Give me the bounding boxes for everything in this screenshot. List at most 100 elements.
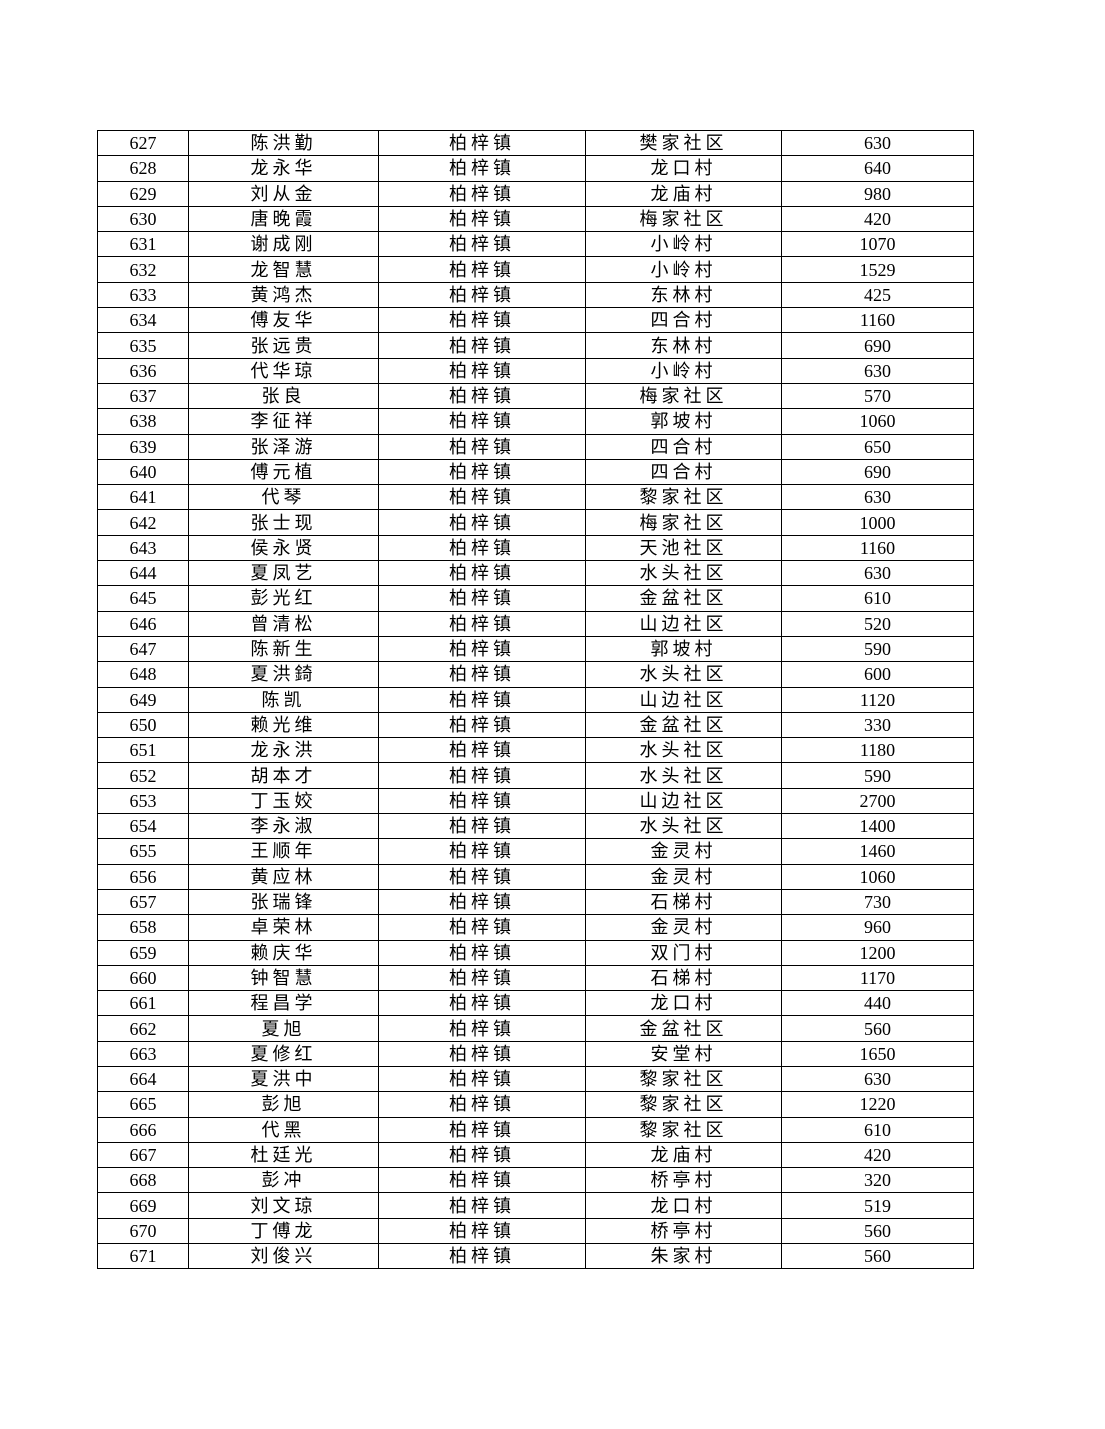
- person-name-cell: 傅友华: [188, 307, 379, 334]
- village-cell: 水头社区: [585, 661, 782, 688]
- village-cell: 天池社区: [585, 534, 782, 562]
- row-number-cell: 642: [97, 509, 189, 536]
- person-name-cell: 龙永洪: [188, 737, 379, 764]
- row-number-cell: 638: [97, 408, 189, 435]
- person-name-cell: 张瑞锋: [188, 888, 379, 916]
- person-name-cell: 龙智慧: [188, 256, 379, 283]
- village-cell: 龙庙村: [585, 180, 782, 207]
- village-cell: 黎家社区: [585, 1116, 782, 1143]
- row-number-cell: 664: [97, 1065, 189, 1093]
- row-number-cell: 651: [97, 737, 189, 764]
- amount-cell: 610: [781, 1116, 974, 1143]
- town-cell: 柏梓镇: [378, 231, 586, 258]
- row-number-cell: 671: [97, 1243, 189, 1270]
- town-cell: 柏梓镇: [378, 382, 586, 410]
- table-row: 628 龙永华 柏梓镇 龙口村 640: [97, 155, 974, 182]
- town-cell: 柏梓镇: [378, 635, 586, 663]
- row-number-cell: 641: [97, 484, 189, 511]
- table-row: 664 夏洪中 柏梓镇 黎家社区 630: [97, 1065, 974, 1093]
- row-number-cell: 635: [97, 332, 189, 359]
- village-cell: 桥亭村: [585, 1167, 782, 1194]
- town-cell: 柏梓镇: [378, 1217, 586, 1245]
- village-cell: 金灵村: [585, 863, 782, 890]
- amount-cell: 425: [781, 281, 974, 309]
- table-row: 642 张士现 柏梓镇 梅家社区 1000: [97, 509, 974, 536]
- table-row: 645 彭光红 柏梓镇 金盆社区 610: [97, 585, 974, 612]
- town-cell: 柏梓镇: [378, 1015, 586, 1042]
- town-cell: 柏梓镇: [378, 205, 586, 233]
- table-row: 656 黄应林 柏梓镇 金灵村 1060: [97, 863, 974, 890]
- person-name-cell: 张士现: [188, 509, 379, 536]
- amount-cell: 519: [781, 1192, 974, 1219]
- person-name-cell: 赖庆华: [188, 939, 379, 966]
- person-name-cell: 夏洪中: [188, 1065, 379, 1093]
- person-name-cell: 王顺年: [188, 838, 379, 865]
- table-row: 646 曾清松 柏梓镇 山边社区 520: [97, 610, 974, 637]
- table-row: 633 黄鸿杰 柏梓镇 东林村 425: [97, 281, 974, 309]
- amount-cell: 980: [781, 180, 974, 207]
- row-number-cell: 662: [97, 1015, 189, 1042]
- village-cell: 山边社区: [585, 787, 782, 815]
- row-number-cell: 650: [97, 711, 189, 739]
- village-cell: 郭坡村: [585, 408, 782, 435]
- amount-cell: 1120: [781, 686, 974, 713]
- amount-cell: 690: [781, 332, 974, 359]
- person-name-cell: 夏洪錡: [188, 661, 379, 688]
- town-cell: 柏梓镇: [378, 534, 586, 562]
- town-cell: 柏梓镇: [378, 484, 586, 511]
- row-number-cell: 655: [97, 838, 189, 865]
- amount-cell: 420: [781, 1141, 974, 1169]
- row-number-cell: 630: [97, 205, 189, 233]
- village-cell: 梅家社区: [585, 382, 782, 410]
- table-row: 630 唐晚霞 柏梓镇 梅家社区 420: [97, 205, 974, 233]
- town-cell: 柏梓镇: [378, 155, 586, 182]
- amount-cell: 600: [781, 661, 974, 688]
- table-row: 668 彭冲 柏梓镇 桥亭村 320: [97, 1167, 974, 1194]
- person-name-cell: 彭冲: [188, 1167, 379, 1194]
- row-number-cell: 629: [97, 180, 189, 207]
- person-name-cell: 胡本才: [188, 762, 379, 789]
- town-cell: 柏梓镇: [378, 509, 586, 536]
- row-number-cell: 654: [97, 813, 189, 840]
- town-cell: 柏梓镇: [378, 888, 586, 916]
- row-number-cell: 647: [97, 635, 189, 663]
- person-name-cell: 黄应林: [188, 863, 379, 890]
- row-number-cell: 643: [97, 534, 189, 562]
- row-number-cell: 648: [97, 661, 189, 688]
- row-number-cell: 667: [97, 1141, 189, 1169]
- person-name-cell: 陈洪勤: [188, 129, 379, 157]
- village-cell: 黎家社区: [585, 484, 782, 511]
- amount-cell: 1650: [781, 1040, 974, 1067]
- person-name-cell: 李征祥: [188, 408, 379, 435]
- amount-cell: 630: [781, 129, 974, 157]
- town-cell: 柏梓镇: [378, 661, 586, 688]
- amount-cell: 2700: [781, 787, 974, 815]
- town-cell: 柏梓镇: [378, 914, 586, 941]
- table-row: 669 刘文琼 柏梓镇 龙口村 519: [97, 1192, 974, 1219]
- row-number-cell: 634: [97, 307, 189, 334]
- amount-cell: 1220: [781, 1091, 974, 1118]
- village-cell: 金灵村: [585, 914, 782, 941]
- person-name-cell: 丁玉姣: [188, 787, 379, 815]
- row-number-cell: 633: [97, 281, 189, 309]
- amount-cell: 1170: [781, 964, 974, 992]
- amount-cell: 1070: [781, 231, 974, 258]
- amount-cell: 690: [781, 458, 974, 486]
- person-name-cell: 张良: [188, 382, 379, 410]
- amount-cell: 520: [781, 610, 974, 637]
- amount-cell: 650: [781, 433, 974, 460]
- town-cell: 柏梓镇: [378, 129, 586, 157]
- row-number-cell: 657: [97, 888, 189, 916]
- amount-cell: 630: [781, 357, 974, 384]
- person-name-cell: 彭旭: [188, 1091, 379, 1118]
- village-cell: 东林村: [585, 332, 782, 359]
- town-cell: 柏梓镇: [378, 332, 586, 359]
- row-number-cell: 631: [97, 231, 189, 258]
- row-number-cell: 627: [97, 129, 189, 157]
- amount-cell: 590: [781, 635, 974, 663]
- row-number-cell: 670: [97, 1217, 189, 1245]
- amount-cell: 1180: [781, 737, 974, 764]
- row-number-cell: 660: [97, 964, 189, 992]
- row-number-cell: 628: [97, 155, 189, 182]
- table-row: 641 代琴 柏梓镇 黎家社区 630: [97, 484, 974, 511]
